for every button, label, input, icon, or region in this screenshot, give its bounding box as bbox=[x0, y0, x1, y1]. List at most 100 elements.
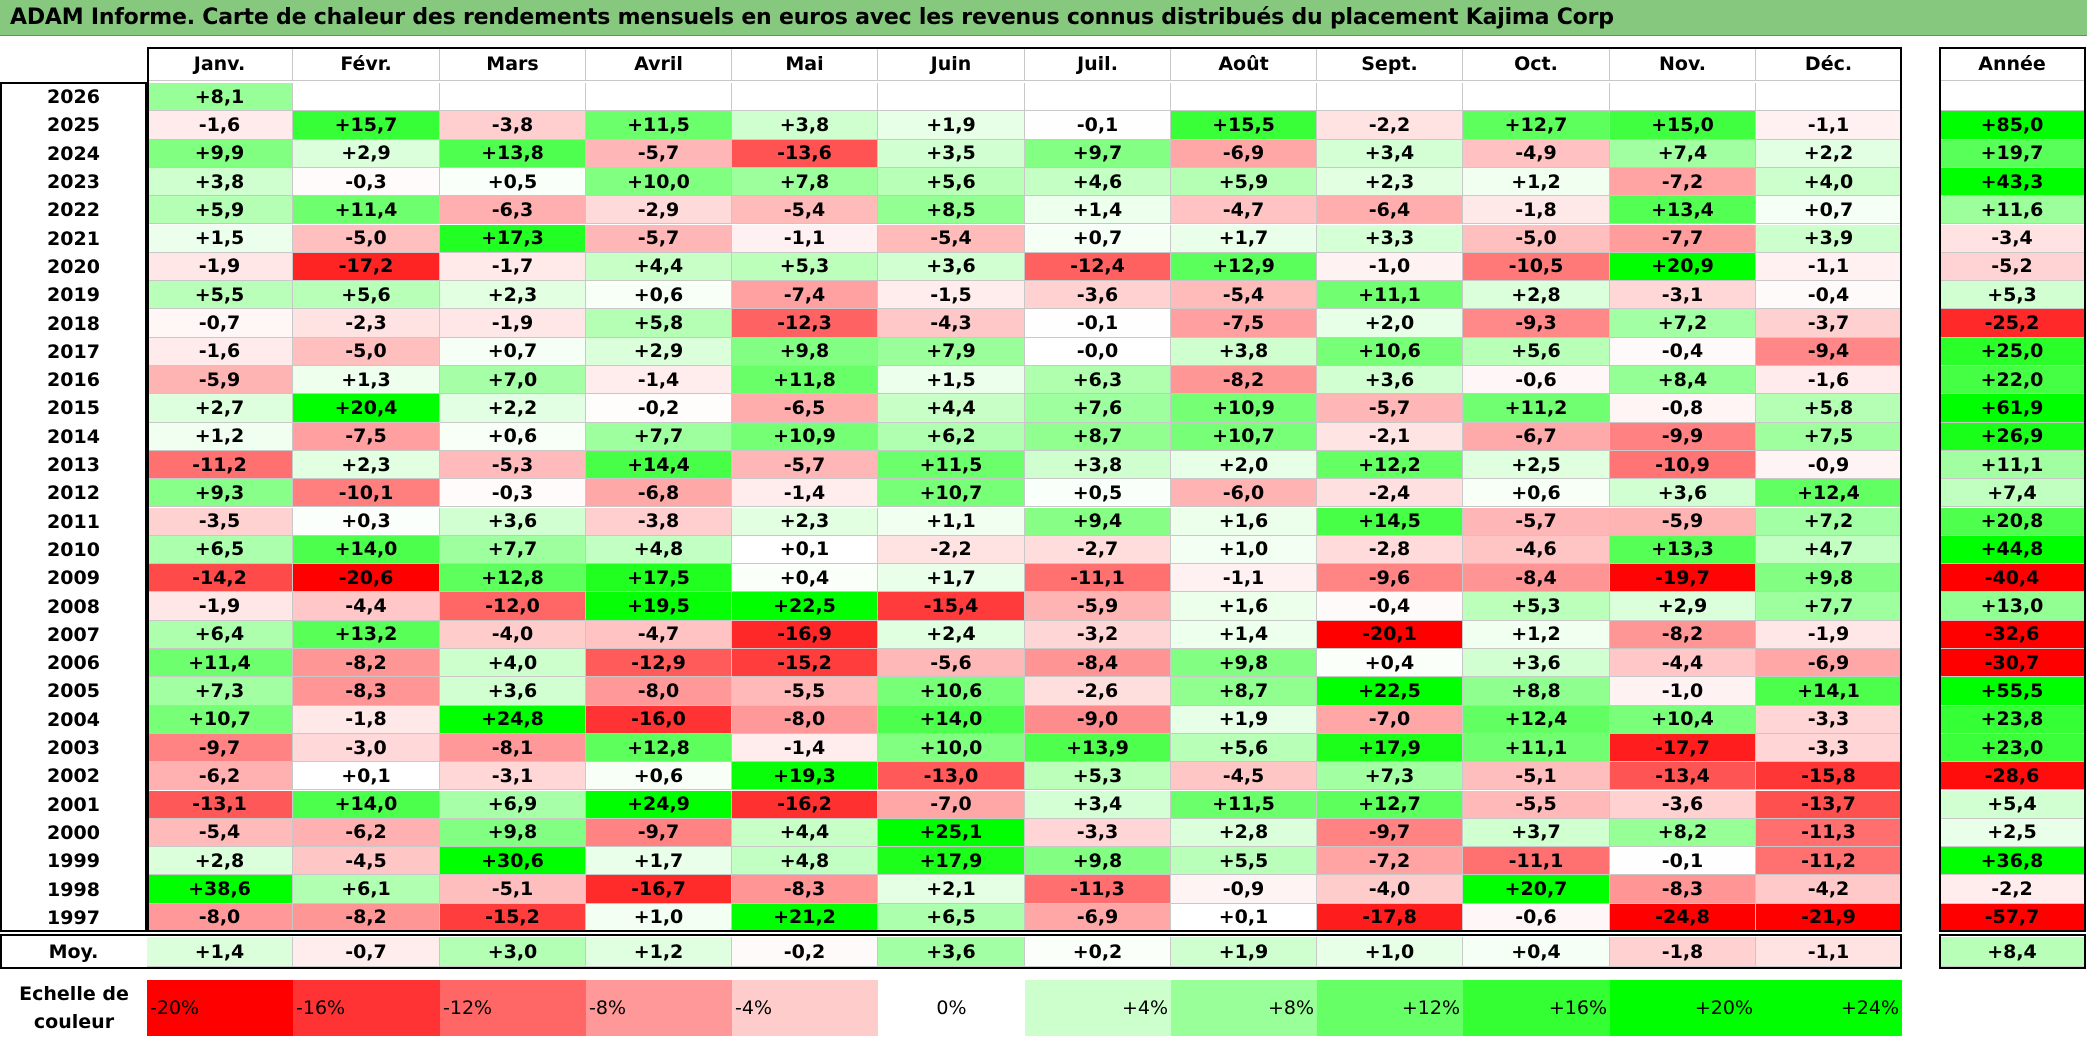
heatmap-cell: -0,7 bbox=[147, 309, 293, 338]
heatmap-cell: +9,4 bbox=[1025, 507, 1171, 536]
heatmap-cell: -7,0 bbox=[1317, 705, 1463, 734]
heatmap-cell: +3,7 bbox=[1463, 818, 1610, 848]
heatmap-cell: +5,5 bbox=[1171, 847, 1317, 876]
heatmap-cell: +10,7 bbox=[1171, 422, 1317, 451]
heatmap-cell: +2,4 bbox=[878, 620, 1025, 649]
heatmap-cell: -11,3 bbox=[1025, 875, 1171, 904]
heatmap-cell: -2,3 bbox=[293, 309, 440, 338]
heatmap-cell: -13,1 bbox=[147, 790, 293, 819]
heatmap-cell: +7,2 bbox=[1756, 507, 1902, 536]
heatmap-cell: +8,2 bbox=[1610, 818, 1756, 848]
heatmap-cell: -4,7 bbox=[586, 620, 732, 649]
heatmap-cell: +8,4 bbox=[1610, 366, 1756, 395]
heatmap-cell: +3,6 bbox=[1317, 366, 1463, 395]
heatmap-cell: +3,5 bbox=[878, 139, 1025, 168]
row-year-label: 2018 bbox=[47, 312, 100, 335]
heatmap-cell: +2,0 bbox=[1171, 450, 1317, 480]
heatmap-cell: -6,0 bbox=[1171, 479, 1317, 508]
heatmap-cell: -16,9 bbox=[732, 620, 878, 649]
heatmap-cell: -2,7 bbox=[1025, 535, 1171, 565]
heatmap-cell: +11,5 bbox=[878, 450, 1025, 480]
heatmap-cell: +17,5 bbox=[586, 564, 732, 593]
row-year-label: 2007 bbox=[47, 623, 100, 646]
heatmap-cell: +12,4 bbox=[1756, 479, 1902, 508]
heatmap-cell: -2,9 bbox=[586, 196, 732, 225]
heatmap-cell: -0,6 bbox=[1463, 903, 1610, 932]
heatmap-cell: +19,3 bbox=[732, 762, 878, 791]
heatmap-cell: +3,6 bbox=[878, 252, 1025, 282]
heatmap-cell: -1,1 bbox=[1756, 252, 1902, 282]
row-year-label: 2021 bbox=[47, 227, 100, 250]
heatmap-cell: -9,0 bbox=[1025, 705, 1171, 734]
heatmap-cell: +10,0 bbox=[586, 167, 732, 197]
row-year-label: 2019 bbox=[47, 284, 100, 307]
heatmap-cell: +8,1 bbox=[147, 83, 293, 112]
heatmap-cell bbox=[1171, 83, 1317, 112]
heatmap-cell: -12,3 bbox=[732, 309, 878, 338]
color-scale-label: Echelle de couleur bbox=[0, 980, 148, 1036]
heatmap-cell: +1,0 bbox=[586, 903, 732, 932]
heatmap-cell: +0,6 bbox=[586, 762, 732, 791]
heatmap-cell: +9,3 bbox=[147, 479, 293, 508]
heatmap-cell: +9,7 bbox=[1025, 139, 1171, 168]
heatmap-cell: -5,1 bbox=[1463, 762, 1610, 791]
heatmap-cell: -11,3 bbox=[1756, 818, 1902, 848]
annual-cell: +43,3 bbox=[1939, 167, 2086, 197]
heatmap-cell bbox=[1610, 83, 1756, 112]
heatmap-cell: +2,3 bbox=[293, 450, 440, 480]
heatmap-cell: -9,9 bbox=[1610, 422, 1756, 451]
heatmap-cell: +25,1 bbox=[878, 818, 1025, 848]
color-scale-swatch: +16% bbox=[1463, 980, 1610, 1036]
heatmap-cell: +0,3 bbox=[293, 507, 440, 536]
heatmap-cell: +9,8 bbox=[440, 818, 586, 848]
heatmap-cell: -5,7 bbox=[1463, 507, 1610, 536]
average-cell: -0,7 bbox=[293, 937, 440, 967]
heatmap-cell: -4,7 bbox=[1171, 196, 1317, 225]
heatmap-cell: -6,9 bbox=[1756, 649, 1902, 678]
annual-cell: -30,7 bbox=[1939, 649, 2086, 678]
average-cell: +1,0 bbox=[1317, 937, 1463, 967]
column-header: Févr. bbox=[293, 47, 440, 81]
heatmap-cell: -4,5 bbox=[293, 847, 440, 876]
heatmap-cell: -8,1 bbox=[440, 733, 586, 763]
heatmap-cell: +7,3 bbox=[1317, 762, 1463, 791]
heatmap-cell: -2,2 bbox=[1317, 111, 1463, 140]
annual-cell bbox=[1939, 83, 2086, 112]
heatmap-cell: -6,2 bbox=[293, 818, 440, 848]
heatmap-cell: +10,6 bbox=[878, 677, 1025, 706]
heatmap-cell: +7,9 bbox=[878, 337, 1025, 366]
heatmap-cell: +2,9 bbox=[1610, 592, 1756, 621]
heatmap-cell: +15,5 bbox=[1171, 111, 1317, 140]
heatmap-cell: -3,3 bbox=[1756, 733, 1902, 763]
heatmap-cell: -0,9 bbox=[1171, 875, 1317, 904]
annual-cell: +36,8 bbox=[1939, 847, 2086, 876]
heatmap-cell: -1,7 bbox=[440, 252, 586, 282]
heatmap-cell: -6,9 bbox=[1025, 903, 1171, 932]
row-year-label: 2025 bbox=[47, 114, 100, 137]
heatmap-cell: +7,0 bbox=[440, 366, 586, 395]
annual-cell: +7,4 bbox=[1939, 479, 2086, 508]
heatmap-cell: -3,1 bbox=[1610, 281, 1756, 310]
heatmap-cell: -1,4 bbox=[732, 733, 878, 763]
heatmap-cell: +8,7 bbox=[1025, 422, 1171, 451]
annual-cell: +5,4 bbox=[1939, 790, 2086, 819]
heatmap-cell: +5,3 bbox=[1463, 592, 1610, 621]
heatmap-cell: +0,6 bbox=[1463, 479, 1610, 508]
heatmap-cell: +4,4 bbox=[732, 818, 878, 848]
heatmap-cell: -5,3 bbox=[440, 450, 586, 480]
color-scale-swatch: 0% bbox=[878, 980, 1025, 1036]
heatmap-cell: +7,4 bbox=[1610, 139, 1756, 168]
heatmap-cell: +0,1 bbox=[1171, 903, 1317, 932]
heatmap-cell: -5,9 bbox=[147, 366, 293, 395]
heatmap-cell: +15,0 bbox=[1610, 111, 1756, 140]
heatmap-cell: +5,3 bbox=[1025, 762, 1171, 791]
color-scale-swatch: +4% bbox=[1025, 980, 1171, 1036]
average-cell: +1,4 bbox=[147, 937, 293, 967]
annual-cell: +23,0 bbox=[1939, 733, 2086, 763]
heatmap-cell: -3,8 bbox=[586, 507, 732, 536]
row-year-label: 2020 bbox=[47, 255, 100, 278]
row-year-label: 2016 bbox=[47, 369, 100, 392]
heatmap-cell: +17,9 bbox=[1317, 733, 1463, 763]
row-year-label: 2002 bbox=[47, 765, 100, 788]
heatmap-cell: +1,6 bbox=[1171, 507, 1317, 536]
